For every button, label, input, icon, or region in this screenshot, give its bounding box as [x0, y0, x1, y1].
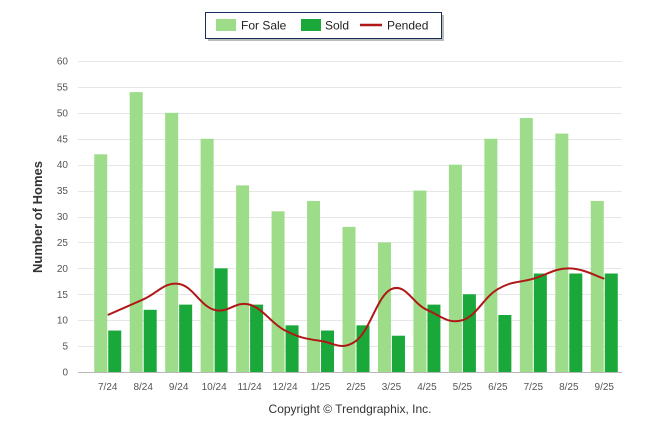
- x-tick-label: 4/25: [417, 382, 437, 393]
- bar-for-sale: [236, 185, 250, 372]
- legend-label-sold: Sold: [325, 19, 349, 33]
- bar-for-sale: [555, 133, 569, 372]
- x-tick-label: 10/24: [202, 382, 227, 393]
- bar-for-sale: [484, 138, 498, 372]
- legend: For Sale Sold Pended: [205, 12, 444, 41]
- x-tick-label: 6/25: [488, 382, 508, 393]
- copyright-text: Copyright © Trendgraphix, Inc.: [269, 402, 432, 416]
- x-tick-label: 11/24: [237, 382, 262, 393]
- x-tick-label: 7/25: [524, 382, 544, 393]
- x-tick-label: 7/24: [98, 382, 118, 393]
- x-tick-label: 12/24: [273, 382, 298, 393]
- y-tick-label: 20: [57, 264, 69, 275]
- bar-sold: [391, 335, 405, 372]
- legend-box: [205, 12, 442, 39]
- bar-sold: [250, 304, 264, 372]
- x-tick-label: 5/25: [453, 382, 473, 393]
- line-pended: [107, 267, 605, 347]
- bar-sold: [604, 273, 618, 372]
- y-tick-label: 40: [57, 160, 69, 171]
- x-tick-label: 9/25: [595, 382, 615, 393]
- bar-for-sale: [307, 200, 321, 372]
- y-tick-label: 30: [57, 212, 69, 223]
- bar-sold: [462, 294, 476, 372]
- bar-sold: [143, 309, 157, 372]
- x-tick-label: 1/25: [311, 382, 331, 393]
- bar-for-sale: [165, 112, 179, 372]
- y-axis-title: Number of Homes: [30, 161, 45, 273]
- x-tick-label: 8/24: [133, 382, 153, 393]
- bar-for-sale: [129, 92, 143, 372]
- y-tick-label: 0: [62, 368, 68, 379]
- bar-for-sale: [413, 190, 427, 372]
- x-tick-label: 8/25: [559, 382, 579, 393]
- bar-sold: [533, 273, 547, 372]
- y-tick-label: 45: [57, 134, 69, 145]
- bar-for-sale: [200, 138, 214, 372]
- legend-label-for-sale: For Sale: [241, 19, 287, 33]
- bar-for-sale: [590, 200, 604, 372]
- y-tick-label: 10: [57, 316, 69, 327]
- y-tick-label: 35: [57, 186, 69, 197]
- y-axis-ticks: 0 5 10 15 20 25 30 35 40 45 50 55 60: [57, 57, 69, 379]
- bar-sold: [498, 314, 512, 372]
- y-tick-label: 5: [62, 342, 68, 353]
- y-tick-label: 60: [57, 57, 69, 68]
- bar-sold: [569, 273, 583, 372]
- bar-sold: [179, 304, 193, 372]
- bar-for-sale: [342, 226, 356, 372]
- bar-for-sale: [448, 164, 462, 372]
- x-tick-label: 9/24: [169, 382, 189, 393]
- bar-for-sale: [94, 154, 108, 372]
- x-axis-ticks: 7/24 8/24 9/24 10/24 11/24 12/24 1/25 2/25 3/25 4…: [98, 382, 614, 393]
- legend-swatch-sold: [301, 19, 321, 31]
- y-tick-label: 50: [57, 108, 69, 119]
- legend-label-pended: Pended: [387, 19, 428, 33]
- x-tick-label: 2/25: [346, 382, 366, 393]
- legend-swatch-for-sale: [216, 19, 236, 31]
- x-tick-label: 3/25: [382, 382, 402, 393]
- y-tick-label: 55: [57, 82, 69, 93]
- pended-line-series: [107, 267, 605, 347]
- bar-sold: [321, 330, 335, 372]
- bars: [94, 92, 618, 373]
- bar-sold: [285, 325, 299, 372]
- y-tick-label: 25: [57, 238, 69, 249]
- bar-for-sale: [377, 242, 391, 372]
- bar-for-sale: [271, 211, 285, 372]
- bar-sold: [214, 268, 228, 372]
- bar-sold: [427, 304, 441, 372]
- bar-sold: [108, 330, 122, 372]
- y-tick-label: 15: [57, 290, 69, 301]
- bar-for-sale: [519, 118, 533, 373]
